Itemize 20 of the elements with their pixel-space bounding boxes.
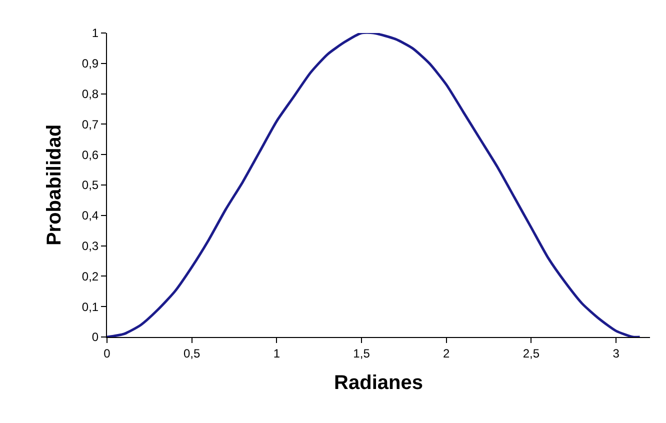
y-tick-label: 0,5 [82, 178, 99, 192]
x-tick-label: 3 [612, 346, 620, 360]
x-tick-label: 2 [443, 346, 450, 360]
y-tick-label: 0,9 [82, 56, 99, 71]
y-tick-label: 0 [92, 330, 99, 344]
y-tick-label: 0,2 [82, 269, 99, 284]
x-tick-label: 2,5 [522, 346, 540, 360]
y-tick-label: 0,8 [82, 87, 99, 101]
x-tick-label: 0,5 [183, 346, 201, 360]
y-tick-label: 0,3 [82, 239, 99, 253]
y-tick-label: 0,7 [82, 117, 99, 132]
x-tick-label: 1,5 [353, 346, 370, 360]
y-tick-label: 1 [92, 26, 99, 40]
y-axis-title: Probabilidad [43, 124, 66, 246]
x-tick-label: 1 [273, 346, 280, 360]
y-tick-label: 0,1 [82, 300, 99, 314]
x-tick-label: 0 [104, 346, 111, 360]
y-tick-label: 0,6 [82, 148, 99, 162]
y-tick-label: 0,4 [82, 208, 99, 223]
x-axis-title: Radianes [334, 372, 423, 394]
